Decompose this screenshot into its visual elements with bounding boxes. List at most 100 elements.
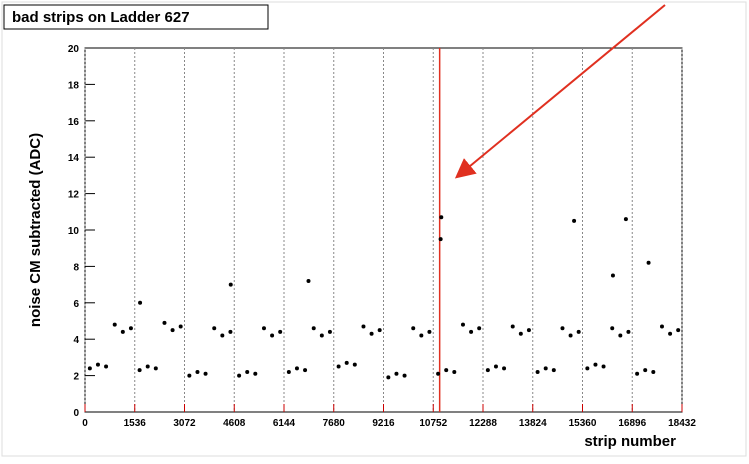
x-tick-label: 7680	[323, 418, 346, 429]
point	[444, 368, 449, 373]
point	[626, 329, 631, 334]
point	[469, 329, 474, 334]
point	[95, 362, 100, 367]
point	[402, 373, 407, 378]
y-tick-label: 12	[68, 190, 80, 201]
point	[676, 328, 681, 333]
point	[253, 371, 258, 376]
point	[452, 369, 457, 374]
point	[576, 329, 581, 334]
point	[137, 368, 142, 373]
point	[178, 324, 183, 329]
point	[104, 364, 109, 369]
point	[439, 215, 444, 220]
y-tick-label: 18	[68, 80, 80, 91]
x-tick-label: 16896	[618, 418, 646, 429]
point	[87, 366, 92, 371]
point	[386, 375, 391, 380]
x-tick-label: 3072	[173, 418, 196, 429]
point	[427, 329, 432, 334]
point	[438, 237, 443, 242]
point	[510, 324, 515, 329]
point	[369, 331, 374, 336]
point	[361, 324, 366, 329]
point	[411, 326, 416, 331]
point	[659, 324, 664, 329]
point	[278, 329, 283, 334]
chart-title: bad strips on Ladder 627	[12, 9, 190, 26]
point	[585, 366, 590, 371]
y-tick-label: 20	[68, 44, 80, 55]
point	[610, 273, 615, 278]
point	[485, 368, 490, 373]
point	[270, 333, 275, 338]
point	[394, 371, 399, 376]
x-tick-label: 9216	[372, 418, 395, 429]
point	[344, 360, 349, 365]
point	[327, 329, 332, 334]
point	[162, 320, 167, 325]
y-tick-label: 4	[73, 335, 79, 346]
point	[228, 329, 233, 334]
y-tick-label: 16	[68, 117, 80, 128]
point	[477, 326, 482, 331]
point	[502, 366, 507, 371]
x-tick-label: 12288	[469, 418, 497, 429]
y-tick-label: 2	[73, 372, 79, 383]
y-tick-label: 10	[68, 226, 80, 237]
point	[568, 333, 573, 338]
y-axis-label: noise CM subtracted (ADC)	[27, 133, 44, 327]
point	[526, 328, 531, 333]
point	[601, 364, 606, 369]
point	[145, 364, 150, 369]
point	[618, 333, 623, 338]
point	[377, 328, 382, 333]
point	[187, 373, 192, 378]
point	[518, 331, 523, 336]
y-tick-label: 8	[73, 262, 79, 273]
point	[352, 362, 357, 367]
point	[212, 326, 217, 331]
x-tick-label: 4608	[223, 418, 246, 429]
point	[651, 369, 656, 374]
title-box	[3, 4, 269, 30]
x-tick-label: 13824	[519, 418, 547, 429]
point	[593, 362, 598, 367]
annotation-arrow	[454, 4, 666, 179]
point	[560, 326, 565, 331]
plot-layer: 0 2 4 6 8 10 12 14 16 18 20 0 1536 3072 4608 6144 7680 92…	[68, 44, 696, 429]
point	[195, 369, 200, 374]
point	[306, 278, 311, 283]
point	[245, 369, 250, 374]
point	[543, 366, 548, 371]
point	[535, 369, 540, 374]
point	[419, 333, 424, 338]
y-tick-label: 0	[73, 408, 79, 419]
x-tick-label: 10752	[419, 418, 447, 429]
y-tick-label: 6	[73, 299, 79, 310]
point	[220, 333, 225, 338]
point	[572, 218, 577, 223]
x-tick-label: 0	[82, 418, 88, 429]
point	[311, 326, 316, 331]
x-tick-label: 6144	[273, 418, 296, 429]
point	[153, 366, 158, 371]
x-tick-label: 1536	[124, 418, 147, 429]
point	[493, 364, 498, 369]
point	[228, 282, 233, 287]
point	[460, 322, 465, 327]
point	[261, 326, 266, 331]
point	[112, 322, 117, 327]
point	[319, 333, 324, 338]
x-tick-label: 15360	[569, 418, 597, 429]
point	[237, 373, 242, 378]
point	[643, 368, 648, 373]
point	[551, 368, 556, 373]
point	[436, 371, 441, 376]
point	[303, 368, 308, 373]
x-axis-label: strip number	[584, 433, 676, 450]
point	[170, 328, 175, 333]
y-tick-label: 14	[68, 153, 80, 164]
point	[610, 326, 615, 331]
